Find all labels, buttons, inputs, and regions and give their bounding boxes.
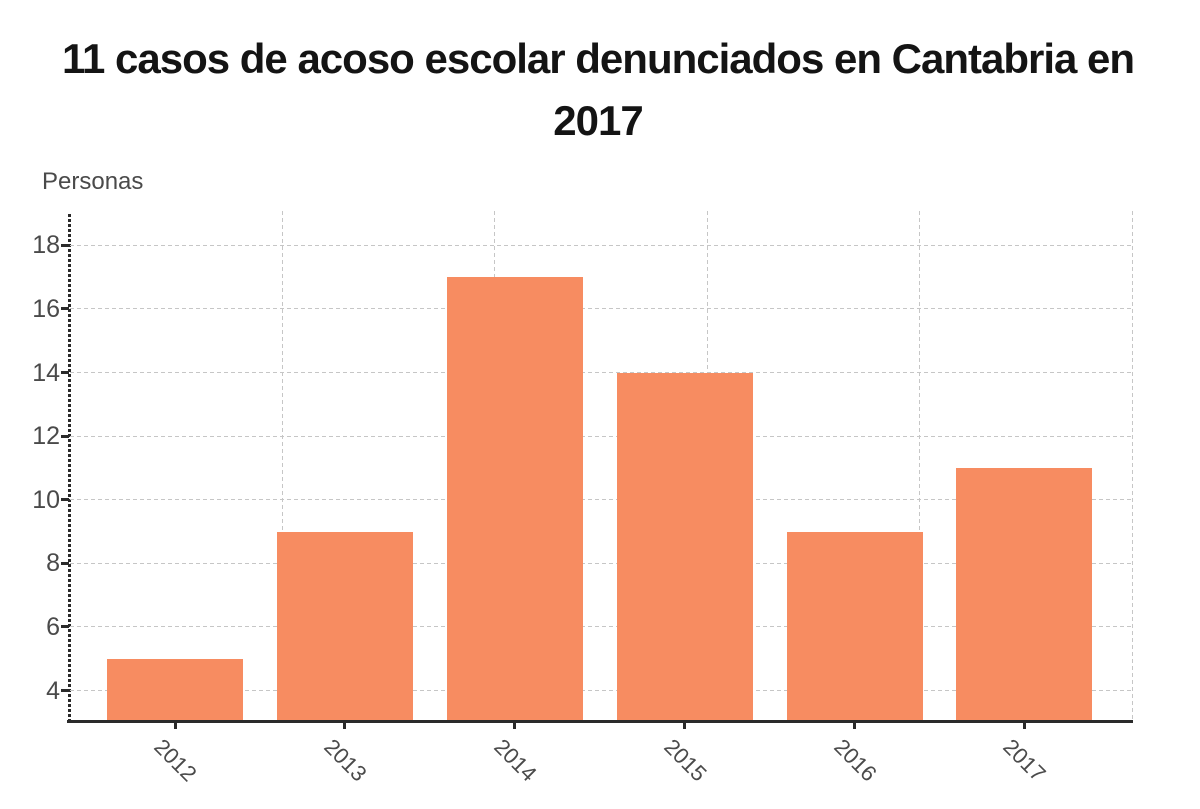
bar-2016[interactable] (786, 531, 923, 723)
bar-2017[interactable] (956, 467, 1093, 723)
y-tick-label: 4 (46, 676, 60, 705)
y-tick-mark (61, 561, 69, 565)
y-tick-mark (61, 243, 69, 247)
v-gridline (281, 211, 283, 720)
h-gridline (70, 244, 1132, 246)
x-tick-mark (173, 723, 177, 729)
y-tick-label: 10 (32, 485, 60, 514)
h-gridline (70, 435, 1132, 437)
y-tick-mark (61, 689, 69, 692)
h-gridline (70, 626, 1132, 628)
y-tick-label: 18 (32, 231, 60, 260)
x-tick-mark (683, 723, 687, 729)
h-gridline (70, 308, 1132, 310)
y-tick-label: 12 (32, 422, 60, 451)
chart-title-line1: 11 casos de acoso escolar denunciados en… (61, 35, 1135, 82)
y-axis-line (68, 214, 71, 720)
y-tick-label: 14 (32, 358, 60, 387)
x-tick-mark (1022, 723, 1026, 729)
y-tick-mark (61, 498, 69, 502)
h-gridline (70, 372, 1132, 373)
x-tick-label: 2017 (998, 734, 1052, 787)
v-gridline (919, 211, 921, 720)
y-axis-title: Personas (42, 168, 144, 195)
x-axis-line (67, 720, 1133, 723)
bar-2012[interactable] (107, 658, 243, 723)
y-tick-label: 16 (32, 294, 60, 323)
bar-2013[interactable] (276, 531, 413, 723)
chart-title-line2: 2017 (553, 97, 643, 144)
y-tick-label: 8 (46, 549, 60, 578)
chart-title: 11 casos de acoso escolar denunciados en… (0, 28, 1196, 152)
v-gridline (1131, 211, 1133, 720)
y-tick-label: 6 (46, 612, 60, 641)
x-tick-mark (853, 723, 857, 729)
x-tick-label: 2015 (658, 734, 712, 787)
h-gridline (70, 690, 1132, 691)
x-tick-label: 2013 (319, 734, 372, 787)
x-tick-mark (513, 723, 517, 729)
h-gridline (70, 499, 1132, 501)
y-tick-mark (61, 625, 69, 629)
h-gridline (70, 562, 1132, 564)
y-tick-mark (61, 434, 69, 438)
bar-2015[interactable] (616, 372, 753, 723)
y-tick-mark (61, 307, 69, 311)
y-tick-mark (61, 371, 69, 374)
x-tick-mark (343, 723, 347, 729)
x-tick-label: 2014 (489, 734, 542, 787)
bar-2014[interactable] (446, 277, 583, 723)
x-tick-label: 2012 (149, 734, 202, 787)
x-tick-label: 2016 (828, 734, 882, 787)
